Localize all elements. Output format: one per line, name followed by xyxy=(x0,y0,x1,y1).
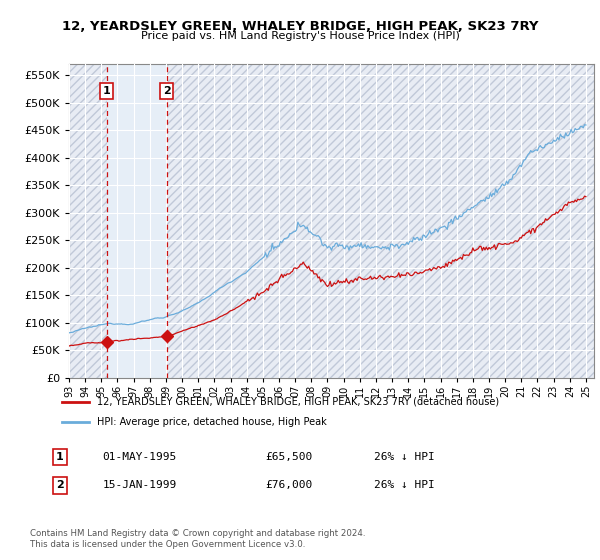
Text: 26% ↓ HPI: 26% ↓ HPI xyxy=(374,480,434,491)
Text: 15-JAN-1999: 15-JAN-1999 xyxy=(103,480,176,491)
Bar xyxy=(107,64,167,378)
Text: 01-MAY-1995: 01-MAY-1995 xyxy=(103,452,176,462)
Text: 26% ↓ HPI: 26% ↓ HPI xyxy=(374,452,434,462)
Text: 1: 1 xyxy=(56,452,64,462)
Text: Contains HM Land Registry data © Crown copyright and database right 2024.
This d: Contains HM Land Registry data © Crown c… xyxy=(30,529,365,549)
Bar xyxy=(167,64,594,378)
Text: 12, YEARDSLEY GREEN, WHALEY BRIDGE, HIGH PEAK, SK23 7RY (detached house): 12, YEARDSLEY GREEN, WHALEY BRIDGE, HIGH… xyxy=(97,396,499,407)
Bar xyxy=(69,64,107,378)
Text: £76,000: £76,000 xyxy=(265,480,313,491)
Text: 2: 2 xyxy=(56,480,64,491)
Text: 2: 2 xyxy=(163,86,170,96)
Text: Price paid vs. HM Land Registry's House Price Index (HPI): Price paid vs. HM Land Registry's House … xyxy=(140,31,460,41)
Text: 1: 1 xyxy=(103,86,110,96)
Text: HPI: Average price, detached house, High Peak: HPI: Average price, detached house, High… xyxy=(97,417,326,427)
Text: 12, YEARDSLEY GREEN, WHALEY BRIDGE, HIGH PEAK, SK23 7RY: 12, YEARDSLEY GREEN, WHALEY BRIDGE, HIGH… xyxy=(62,20,538,32)
Text: £65,500: £65,500 xyxy=(265,452,313,462)
